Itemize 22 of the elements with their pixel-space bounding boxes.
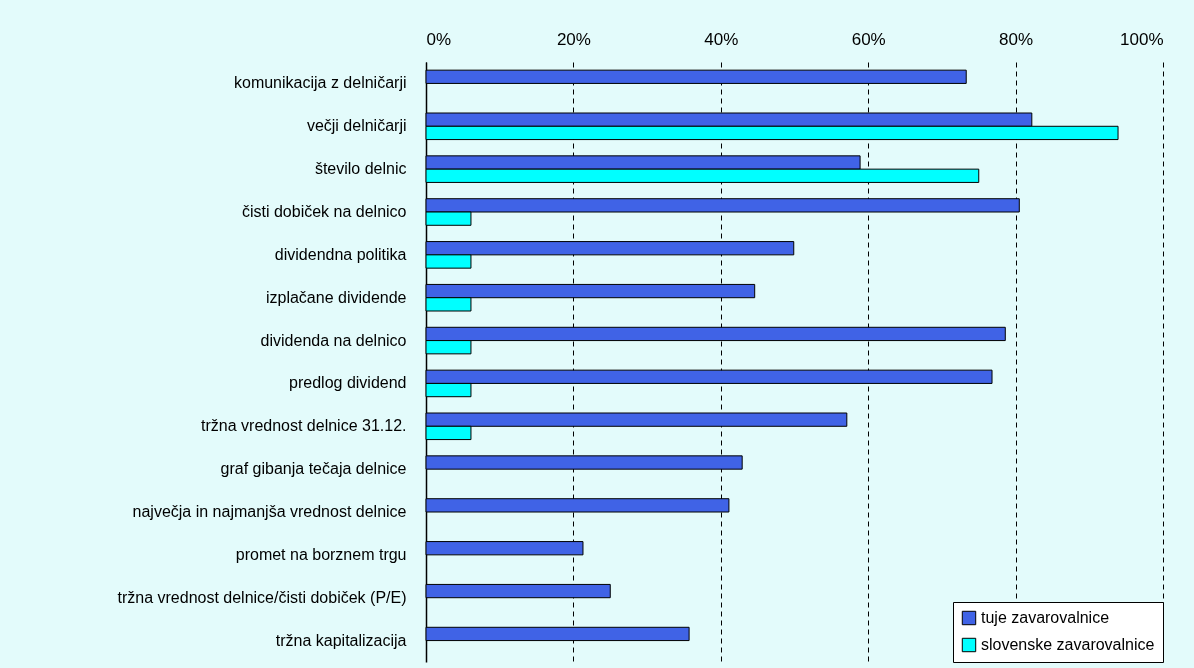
x-tick-label: 80% [999, 29, 1034, 49]
x-tick-label: 0% [426, 29, 452, 49]
x-tick-label: 40% [704, 29, 739, 49]
y-tick-label: predlog dividend [289, 374, 407, 392]
y-tick-label: tržna vrednost delnice/čisti dobiček (P/E) [117, 588, 407, 606]
y-tick-label: izplačane dividende [265, 288, 407, 306]
legend-label: tuje zavarovalnice [981, 609, 1110, 626]
y-tick-label: komunikacija z delničarji [233, 74, 407, 92]
legend-label: slovenske zavarovalnice [981, 636, 1155, 653]
y-tick-label: čisti dobiček na delnico [241, 203, 407, 220]
y-tick-label: največja in najmanjša vrednost delnice [132, 503, 407, 520]
y-tick-label: število delnic [314, 160, 407, 178]
y-tick-label: dividendna politika [274, 245, 407, 263]
y-tick-label: tržna vrednost delnice 31.12. [201, 417, 407, 435]
y-tick-label: graf gibanja tečaja delnice [220, 460, 407, 478]
y-tick-label: promet na borznem trgu [235, 545, 407, 563]
y-tick-label: večji delničarji [306, 117, 407, 135]
x-tick-label: 100% [1120, 29, 1164, 49]
y-tick-label: tržna kapitalizacija [275, 631, 407, 649]
x-tick-label: 20% [556, 29, 591, 49]
y-tick-label: dividenda na delnico [260, 331, 407, 349]
x-tick-label: 60% [851, 29, 886, 49]
